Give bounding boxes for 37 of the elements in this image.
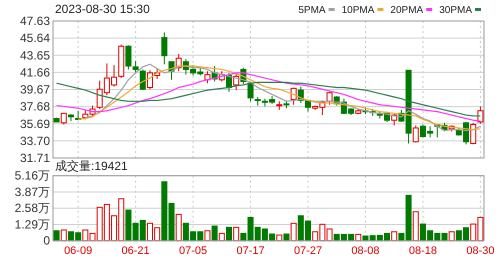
chart-title: 2023-08-30 15:30: [55, 2, 150, 16]
x-tick-label: 07-27: [294, 245, 322, 257]
x-tick-label: 06-09: [64, 245, 92, 257]
legend-label: 20PMA: [390, 5, 424, 16]
y-tick-label: 33.70: [20, 134, 50, 148]
bar: [176, 214, 182, 242]
y-tick-label: 43.65: [20, 48, 50, 62]
bar: [212, 226, 218, 242]
x-tick-label: 07-17: [236, 245, 265, 257]
bar: [233, 226, 240, 242]
bar: [226, 226, 232, 242]
bar: [204, 230, 210, 242]
bar: [54, 230, 60, 242]
legend-label: 30PMA: [439, 5, 472, 16]
y-tick-label: 3.87万: [14, 184, 50, 199]
y-tick-label: 45.64: [20, 31, 50, 46]
y-tick-label: 35.69: [20, 116, 50, 131]
x-tick-label: 08-18: [408, 245, 438, 257]
x-tick-label: 06-21: [122, 245, 150, 257]
y-tick-label: 2.58万: [14, 201, 50, 216]
y-tick-label: 31.71: [20, 151, 50, 165]
legend-label: 10PMA: [342, 5, 375, 16]
y-tick-label: 37.68: [20, 100, 50, 114]
y-tick-label: 41.66: [20, 65, 50, 80]
x-tick-label: 08-08: [351, 245, 380, 257]
y-tick-label: 47.63: [20, 14, 50, 28]
y-tick-label: 0: [43, 234, 50, 248]
y-tick-label: 39.67: [20, 82, 50, 96]
legend-label: 5PMA: [298, 5, 326, 16]
x-tick-label: 07-05: [179, 245, 208, 257]
bar: [290, 222, 297, 242]
chart-title: 成交量:19421: [55, 159, 128, 173]
y-tick-label: 5.16万: [14, 168, 50, 183]
y-tick-label: 1.29万: [14, 217, 50, 232]
x-tick-label: 08-30: [466, 245, 494, 257]
bar: [60, 229, 67, 242]
bar: [412, 211, 419, 242]
